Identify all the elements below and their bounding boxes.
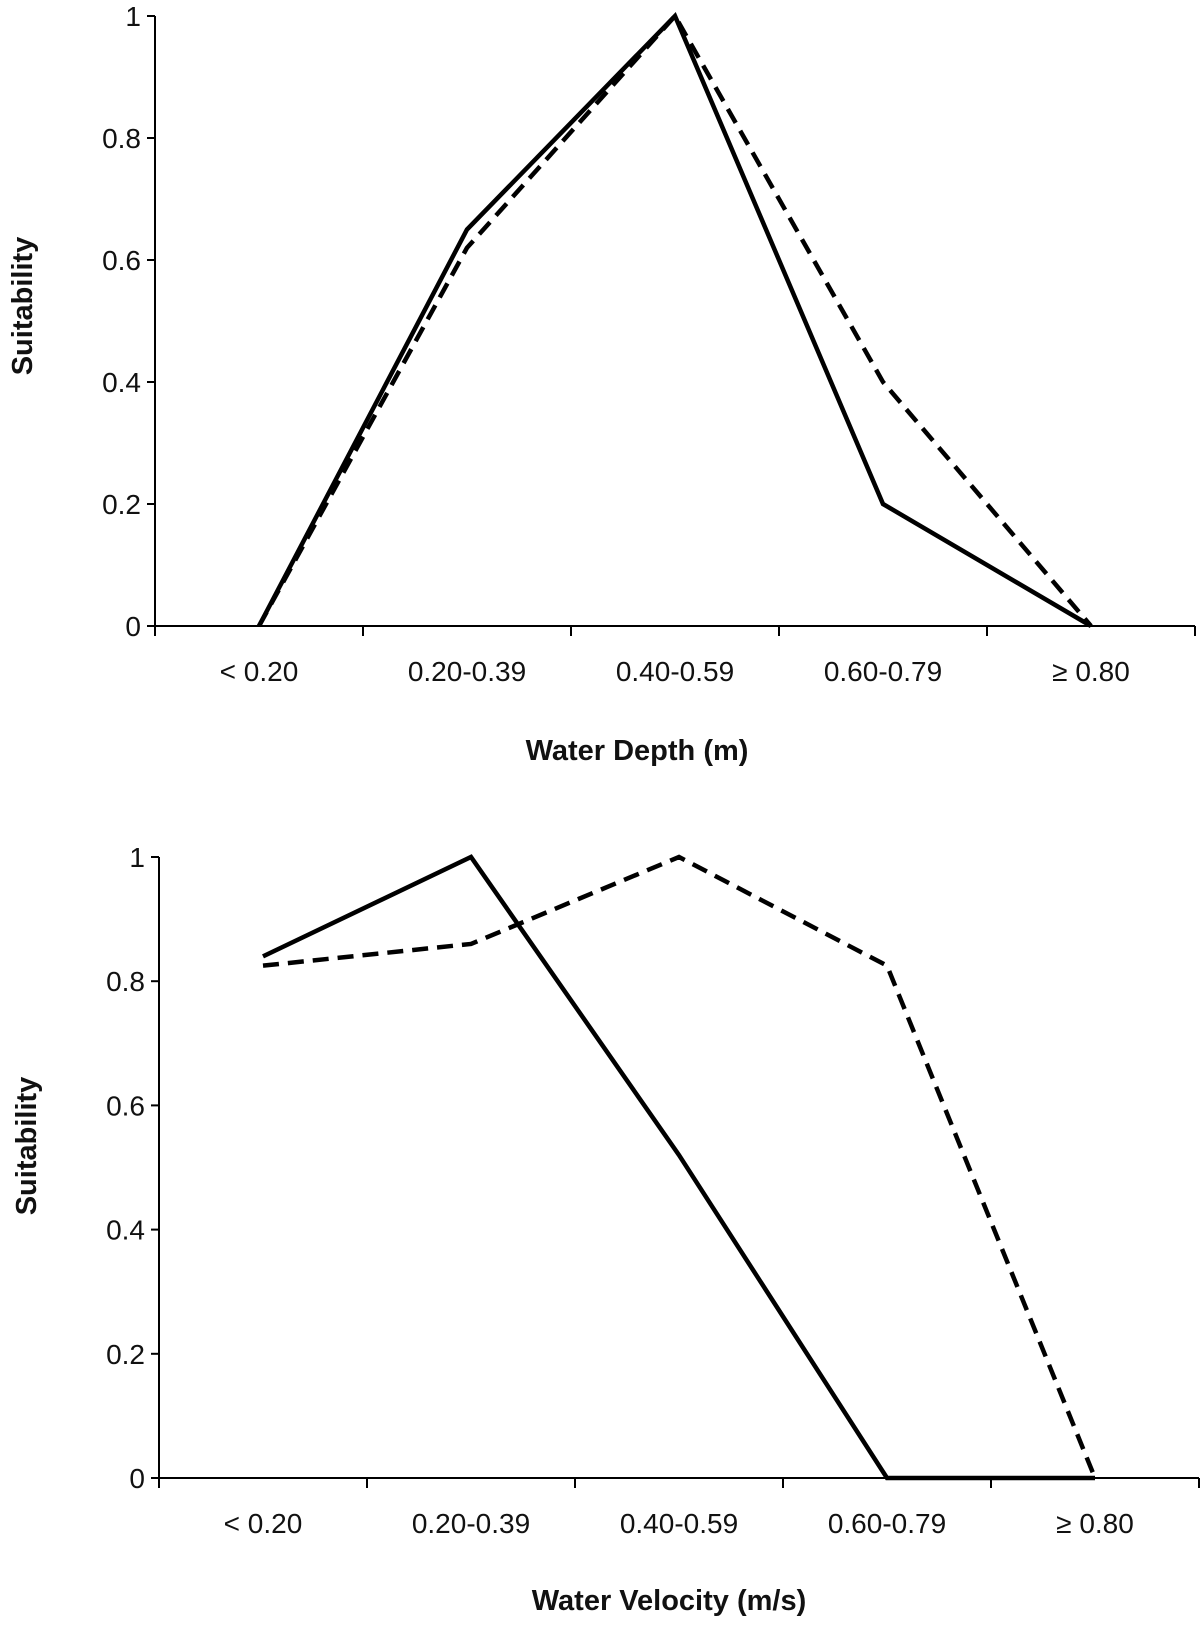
x-tick-label: 0.20-0.39: [412, 1508, 530, 1539]
y-tick-label: 0.2: [106, 1339, 145, 1370]
y-tick-label: 0.2: [102, 489, 141, 520]
velocity-chart-series-dashed-line: [262, 854, 1098, 1479]
x-tick-label: 0.40-0.59: [616, 656, 734, 687]
y-tick-label: 1: [129, 842, 145, 873]
depth-chart: Water Depth (m) Suitability 0 0.2 0.4 0.6 0.…: [7, 1, 1196, 767]
y-tick-label: 0.8: [102, 123, 141, 154]
y-tick-label: 1: [125, 1, 141, 32]
y-tick-label: 0: [125, 611, 141, 642]
x-tick-label: ≥ 0.80: [1056, 1508, 1134, 1539]
depth-chart-x-axis-title: Water Depth (m): [526, 735, 749, 767]
y-tick-label: 0.8: [106, 966, 145, 997]
x-tick-label: 0.40-0.59: [620, 1508, 738, 1539]
x-tick-label: < 0.20: [220, 656, 299, 687]
depth-chart-series-dashed-line: [257, 12, 1093, 628]
y-tick-label: 0.6: [106, 1090, 145, 1121]
y-tick-label: 0: [129, 1463, 145, 1494]
x-tick-label: 0.60-0.79: [824, 656, 942, 687]
y-tick-label: 0.6: [102, 245, 141, 276]
velocity-chart: Water Velocity (m/s) Suitability 0 0.2 0.4…: [11, 842, 1200, 1617]
velocity-chart-y-axis-title: Suitability: [11, 1077, 43, 1216]
velocity-chart-series-solid-line: [262, 854, 1095, 1481]
depth-chart-y-axis-title: Suitability: [7, 237, 39, 376]
x-tick-label: 0.20-0.39: [408, 656, 526, 687]
velocity-chart-x-axis-title: Water Velocity (m/s): [532, 1585, 807, 1617]
y-tick-label: 0.4: [102, 367, 141, 398]
depth-chart-series-solid-line: [257, 12, 1093, 628]
x-tick-label: ≥ 0.80: [1052, 656, 1130, 687]
x-tick-label: < 0.20: [224, 1508, 303, 1539]
y-tick-label: 0.4: [106, 1215, 145, 1246]
x-tick-label: 0.60-0.79: [828, 1508, 946, 1539]
